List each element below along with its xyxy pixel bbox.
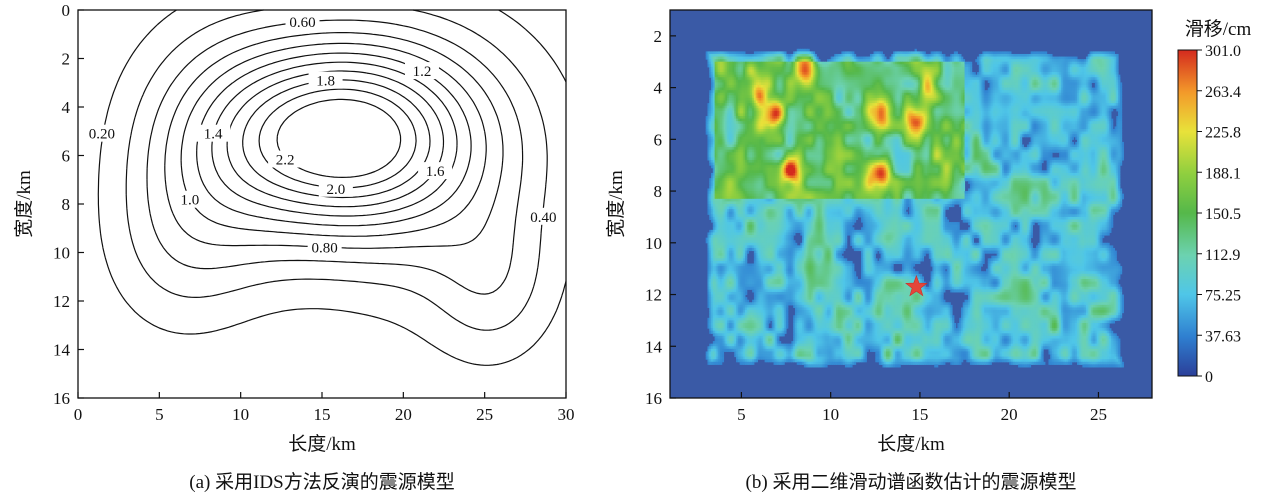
- contour-label: 1.6: [426, 164, 445, 180]
- panel-a-x-tick-label: 20: [395, 405, 412, 424]
- panel-a-x-tick-label: 30: [558, 405, 575, 424]
- panel-a-caption: (a) 采用IDS方法反演的震源模型: [189, 471, 454, 493]
- panel-a-y-tick-label: 4: [62, 98, 71, 117]
- panel-a-y-tick-label: 10: [53, 244, 70, 263]
- contour-label: 0.60: [289, 15, 315, 31]
- panel-a-y-tick-label: 6: [62, 147, 71, 166]
- contour-label: 0.20: [89, 127, 115, 143]
- panel-a-y-tick-label: 16: [53, 389, 70, 408]
- panel-a-plot-frame: [78, 10, 566, 398]
- contour-label: 2.2: [276, 153, 295, 169]
- panel-a-x-tick-label: 10: [232, 405, 249, 424]
- contour-label: 1.0: [180, 193, 199, 209]
- panel-a-y-tick-label: 8: [62, 195, 71, 214]
- contour-label: 1.2: [413, 64, 432, 80]
- panel-a-x-tick-label: 15: [314, 405, 331, 424]
- panel-a-x-tick-label: 25: [476, 405, 493, 424]
- panel-a-contour-chart: 0.20 0.40 0.60 0.80 1.0 1.2 1.4 1.6 1.8 2.0 2.2 0 5…: [13, 1, 575, 493]
- contour-label: 1.8: [316, 74, 335, 90]
- panel-a-y-tick-label: 2: [62, 50, 71, 69]
- panel-a-y-axis-title: 宽度/km: [13, 170, 35, 238]
- panel-a-y-tick-label: 0: [62, 1, 71, 20]
- panel-a-x-tick-label: 0: [74, 405, 83, 424]
- contour-label: 0.40: [530, 210, 556, 226]
- heatmap-cells: [706, 49, 1124, 368]
- panel-a-y-tick-label: 12: [53, 292, 70, 311]
- panel-a-x-tick-label: 5: [155, 405, 164, 424]
- contour-label: 2.0: [326, 182, 345, 198]
- panel-a-x-axis-title: 长度/km: [288, 433, 356, 455]
- contour-label: 0.80: [312, 240, 338, 256]
- panel-a-y-tick-label: 14: [53, 341, 71, 360]
- contour-label: 1.4: [204, 127, 223, 143]
